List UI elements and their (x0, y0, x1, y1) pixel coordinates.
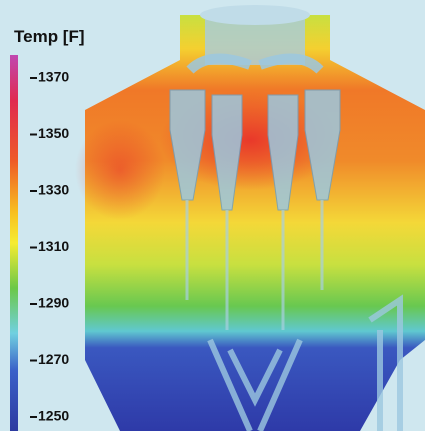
simulation-image: Temp [F] 1370 1350 1330 1310 1290 1270 1250 (0, 0, 425, 431)
tick-label: 1350 (38, 125, 69, 141)
legend-title: Temp [F] (14, 27, 85, 46)
tick-label: 1310 (38, 238, 69, 254)
tick-label: 1250 (38, 408, 69, 424)
legend-ticks: 1370 1350 1330 1310 1290 1270 1250 (30, 69, 69, 424)
tick-label: 1270 (38, 351, 69, 367)
vessel (85, 15, 425, 431)
color-bar (10, 55, 18, 431)
hot-zone (75, 120, 165, 220)
tick-label: 1290 (38, 295, 69, 311)
duct-top (200, 5, 310, 25)
tick-label: 1330 (38, 182, 69, 198)
screenshot: Temp [F] 1370 1350 1330 1310 1290 1270 1250 (0, 0, 425, 431)
tick-label: 1370 (38, 69, 69, 85)
